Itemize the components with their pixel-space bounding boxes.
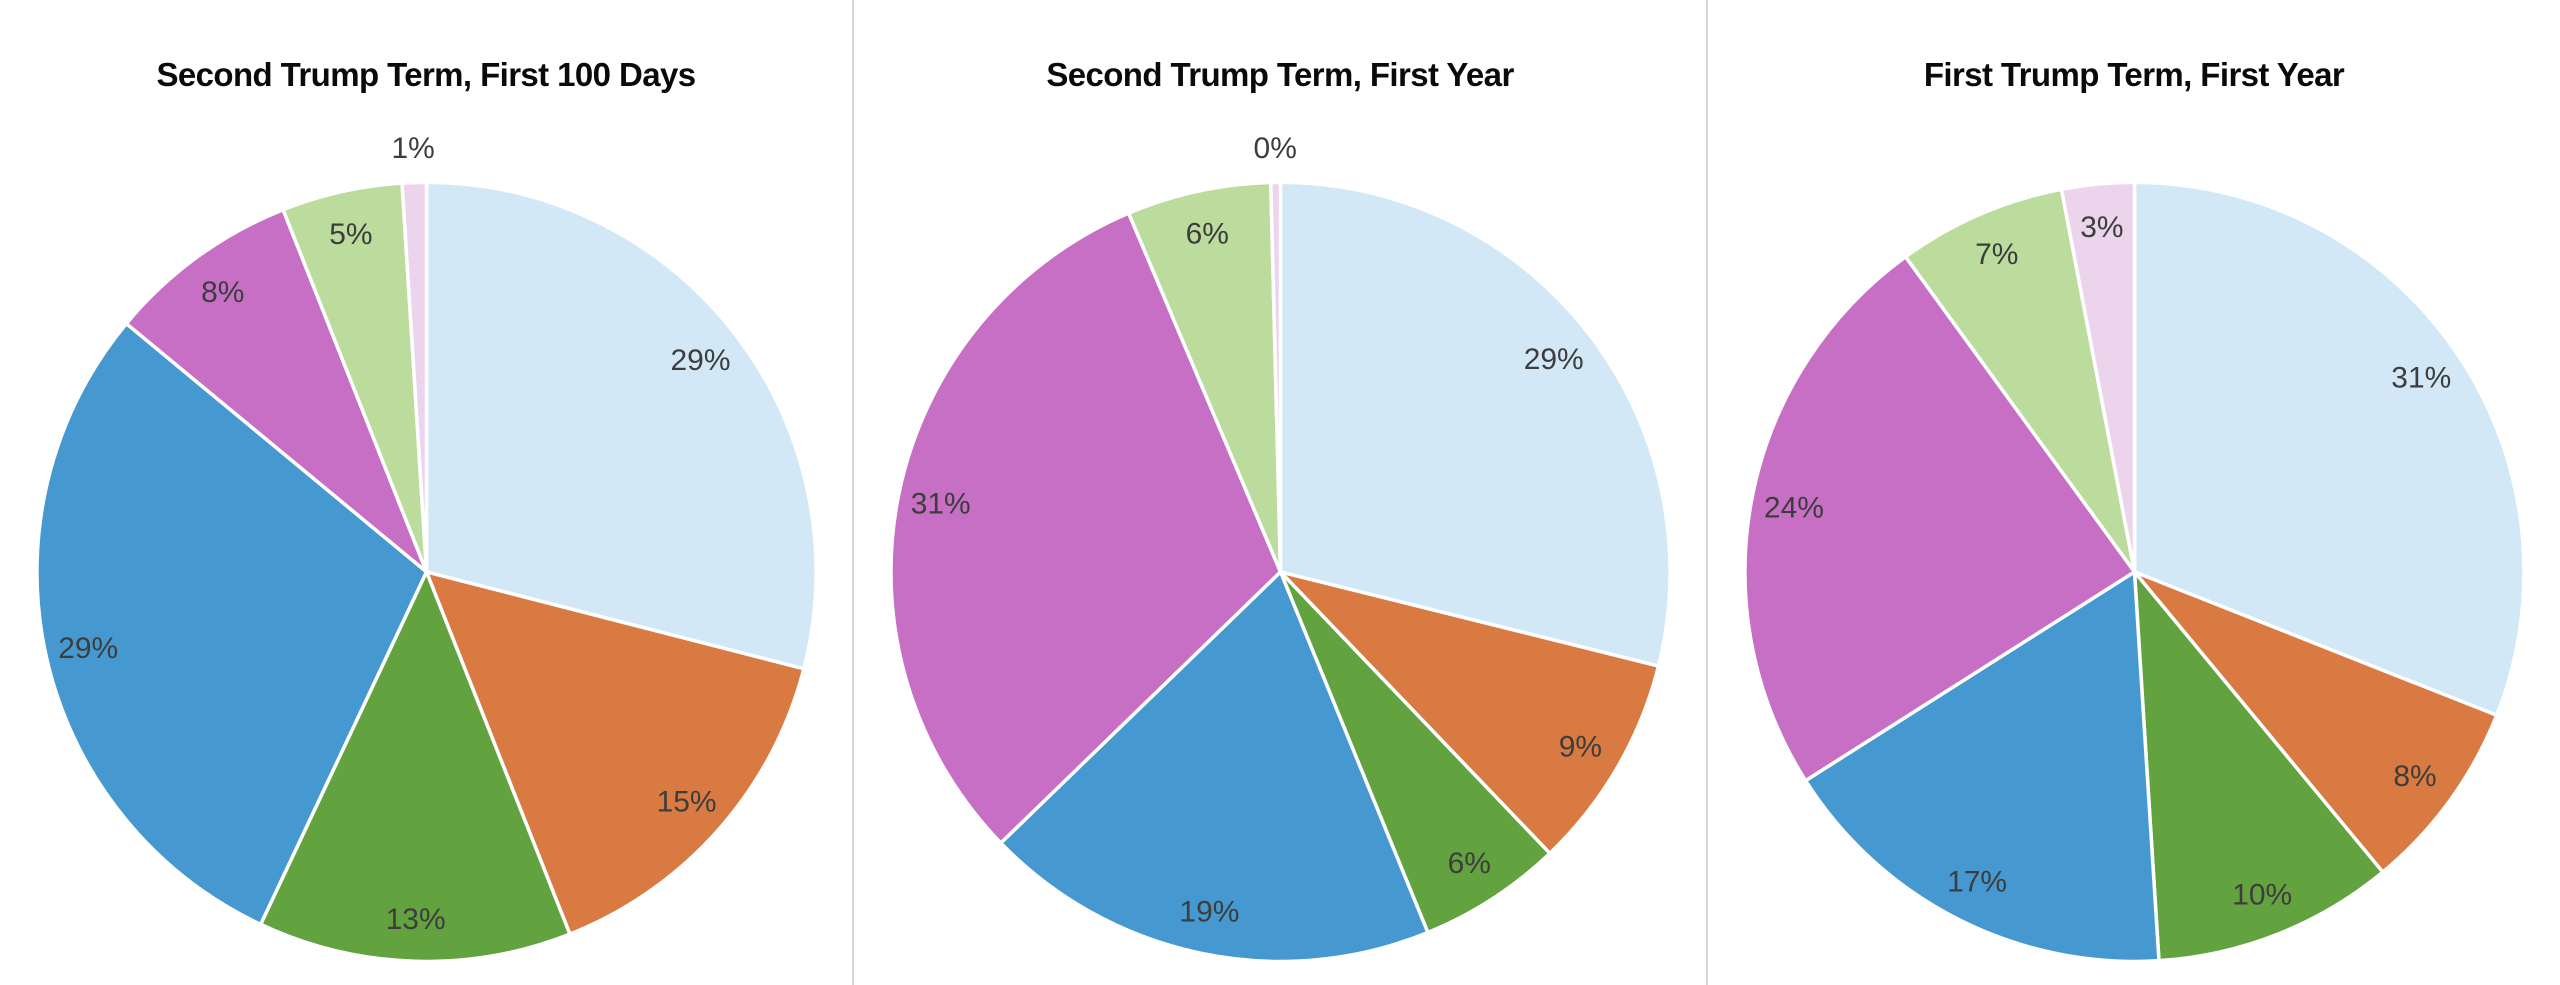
pie-slice [2132, 570, 2499, 874]
pie-slice [1126, 180, 1283, 574]
pie-slice-label: 17% [1947, 865, 2007, 898]
chart-title: First Trump Term, First Year [1923, 56, 2345, 93]
pie-slice-label: 19% [1179, 896, 1239, 929]
pie-slice [400, 180, 429, 574]
pie-slice [35, 321, 429, 927]
pie-chart: 29% 15% 13% 29% 8% 5% 1% [35, 132, 818, 964]
pie-slice [1278, 180, 1672, 668]
pie-slice [1743, 255, 2137, 783]
pie-slice-label: 7% [1975, 238, 2018, 271]
vertical-divider [852, 0, 854, 985]
pie-chart-panel: Second Trump Term, First Year 29% 9% 6% 19%… [854, 0, 1706, 985]
pie-slice [889, 211, 1283, 845]
pie-slice [1278, 570, 1661, 856]
pie-slice-label: 3% [2080, 211, 2123, 244]
pie-slice-label: 8% [201, 276, 244, 309]
pie-slice [1903, 187, 2137, 574]
pie-slice-label: 9% [1559, 730, 1602, 763]
pie-slice-label: 29% [1524, 343, 1584, 376]
pie-slice [2132, 180, 2526, 718]
pie-slice-label: 5% [329, 218, 372, 251]
vertical-divider [1706, 0, 1708, 985]
pie-slice-label: 6% [1448, 847, 1491, 880]
pie-slice [424, 180, 818, 671]
pie-slice-label: 10% [2232, 879, 2292, 912]
pie-chart: 29% 9% 6% 19% 31% 6% 0% [889, 132, 1672, 964]
pie-slice [124, 207, 429, 574]
pie-slice-label: 29% [58, 632, 118, 665]
chart-title: Second Trump Term, First 100 Days [156, 56, 697, 93]
chart-title: Second Trump Term, First Year [1046, 56, 1514, 93]
pie-slice [999, 570, 1430, 964]
pie-chart-panel: First Trump Term, First Year 31% 8% 10% 17%… [1708, 0, 2560, 985]
pie-slice-label: 31% [911, 487, 971, 520]
pie-slice [1278, 570, 1552, 935]
pie-slice-label: 0% [1254, 132, 1297, 165]
pie-slice [258, 570, 572, 964]
pie-slice [1803, 570, 2161, 964]
pie-slice [1269, 180, 1283, 574]
pie-slice-label: 1% [391, 132, 434, 165]
pie-chart: 31% 8% 10% 17% 24% 7% 3% [1743, 180, 2526, 964]
pie-slice [2059, 180, 2137, 574]
pie-slice-label: 31% [2391, 362, 2451, 395]
pie-slice [424, 570, 806, 936]
pie-slice-label: 6% [1186, 217, 1229, 250]
pie-slice [2132, 570, 2385, 963]
pie-slice-label: 24% [1764, 491, 1824, 524]
pie-chart-panel: Second Trump Term, First 100 Days 29% 15%… [0, 0, 852, 985]
pie-slice-label: 8% [2393, 760, 2436, 793]
pie-slice-label: 15% [657, 786, 717, 819]
pie-slice-label: 29% [671, 344, 731, 377]
pie-slice-label: 13% [386, 903, 446, 936]
